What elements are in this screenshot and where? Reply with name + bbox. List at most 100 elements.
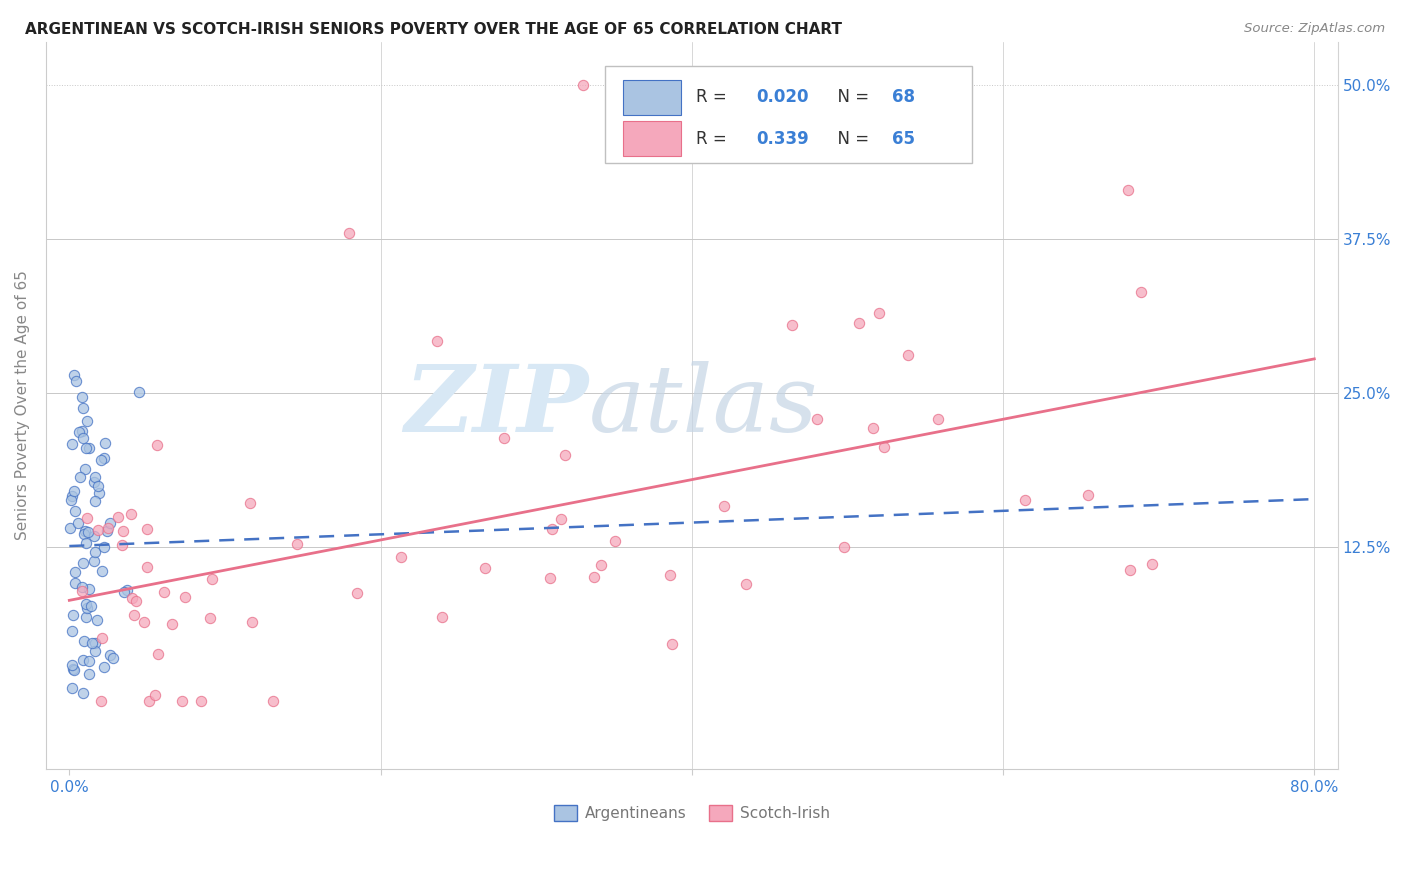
Point bbox=[153, 585, 176, 599]
Point bbox=[70, 390, 93, 404]
Point bbox=[60, 681, 83, 695]
Point bbox=[170, 694, 193, 708]
Point bbox=[200, 611, 222, 625]
Point bbox=[121, 591, 143, 605]
Point bbox=[239, 496, 262, 510]
Point bbox=[72, 580, 94, 594]
Text: N =: N = bbox=[827, 129, 875, 147]
Point bbox=[70, 583, 93, 598]
Point bbox=[75, 609, 97, 624]
Point bbox=[91, 564, 114, 578]
Point bbox=[66, 516, 89, 531]
Point bbox=[603, 533, 626, 548]
Point bbox=[862, 421, 884, 435]
Point bbox=[72, 401, 94, 416]
Point bbox=[93, 659, 115, 673]
Point bbox=[713, 499, 735, 513]
Point bbox=[76, 414, 98, 428]
Point bbox=[112, 524, 135, 538]
Point bbox=[67, 425, 90, 439]
Point bbox=[143, 688, 166, 702]
Point bbox=[98, 516, 121, 530]
Point bbox=[115, 582, 138, 597]
Point bbox=[86, 613, 108, 627]
Point bbox=[60, 624, 83, 639]
Point bbox=[90, 452, 112, 467]
Point bbox=[97, 521, 120, 535]
Point bbox=[339, 226, 361, 240]
Point bbox=[190, 694, 212, 708]
Point bbox=[134, 615, 156, 629]
Point bbox=[1077, 487, 1099, 501]
FancyBboxPatch shape bbox=[623, 79, 682, 114]
Point bbox=[63, 663, 86, 677]
Point bbox=[93, 540, 115, 554]
Point bbox=[87, 485, 110, 500]
Point bbox=[77, 654, 100, 668]
Point bbox=[80, 635, 103, 649]
Point bbox=[83, 475, 105, 490]
Point bbox=[87, 523, 110, 537]
Point bbox=[72, 431, 94, 445]
Point bbox=[65, 374, 87, 388]
Point bbox=[76, 601, 98, 615]
Point bbox=[80, 599, 103, 614]
Point bbox=[107, 509, 129, 524]
FancyBboxPatch shape bbox=[605, 66, 972, 163]
Point bbox=[73, 524, 96, 538]
Point bbox=[73, 526, 96, 541]
Point bbox=[86, 478, 108, 492]
Point bbox=[1140, 557, 1163, 571]
Point bbox=[659, 567, 682, 582]
Text: atlas: atlas bbox=[589, 360, 818, 450]
Point bbox=[77, 666, 100, 681]
Point bbox=[541, 522, 564, 536]
Point bbox=[432, 610, 454, 624]
Text: R =: R = bbox=[696, 88, 731, 106]
Text: R =: R = bbox=[696, 129, 731, 147]
Point bbox=[554, 448, 576, 462]
Point bbox=[60, 489, 83, 503]
Text: ZIP: ZIP bbox=[404, 360, 589, 450]
Point bbox=[868, 306, 890, 320]
Point bbox=[897, 348, 920, 362]
Point bbox=[474, 560, 496, 574]
Point bbox=[84, 470, 107, 484]
Point bbox=[780, 318, 803, 332]
Text: 65: 65 bbox=[891, 129, 915, 147]
Point bbox=[93, 450, 115, 465]
Point bbox=[162, 617, 184, 632]
Point bbox=[927, 412, 949, 426]
Point bbox=[75, 441, 97, 455]
Point bbox=[582, 570, 605, 584]
Point bbox=[492, 431, 515, 445]
FancyBboxPatch shape bbox=[623, 121, 682, 156]
Point bbox=[112, 585, 135, 599]
Point bbox=[59, 521, 82, 535]
Point bbox=[62, 368, 84, 382]
Point bbox=[96, 524, 118, 538]
Point bbox=[83, 545, 105, 559]
Point bbox=[538, 571, 561, 585]
Point bbox=[848, 316, 870, 330]
Point bbox=[285, 537, 308, 551]
Text: 0.339: 0.339 bbox=[756, 129, 808, 147]
Point bbox=[83, 635, 105, 649]
Point bbox=[806, 412, 828, 426]
Point bbox=[90, 694, 112, 708]
Point bbox=[873, 440, 896, 454]
Point bbox=[63, 565, 86, 579]
Point bbox=[59, 493, 82, 508]
Point bbox=[735, 577, 758, 591]
Point bbox=[75, 597, 97, 611]
Point bbox=[65, 504, 87, 518]
Point bbox=[1116, 183, 1139, 197]
Point bbox=[62, 662, 84, 676]
Point bbox=[145, 438, 167, 452]
Point bbox=[346, 586, 368, 600]
Point bbox=[83, 554, 105, 568]
Point bbox=[201, 572, 224, 586]
Point bbox=[75, 462, 97, 476]
Point bbox=[77, 582, 100, 596]
Point bbox=[589, 558, 612, 573]
